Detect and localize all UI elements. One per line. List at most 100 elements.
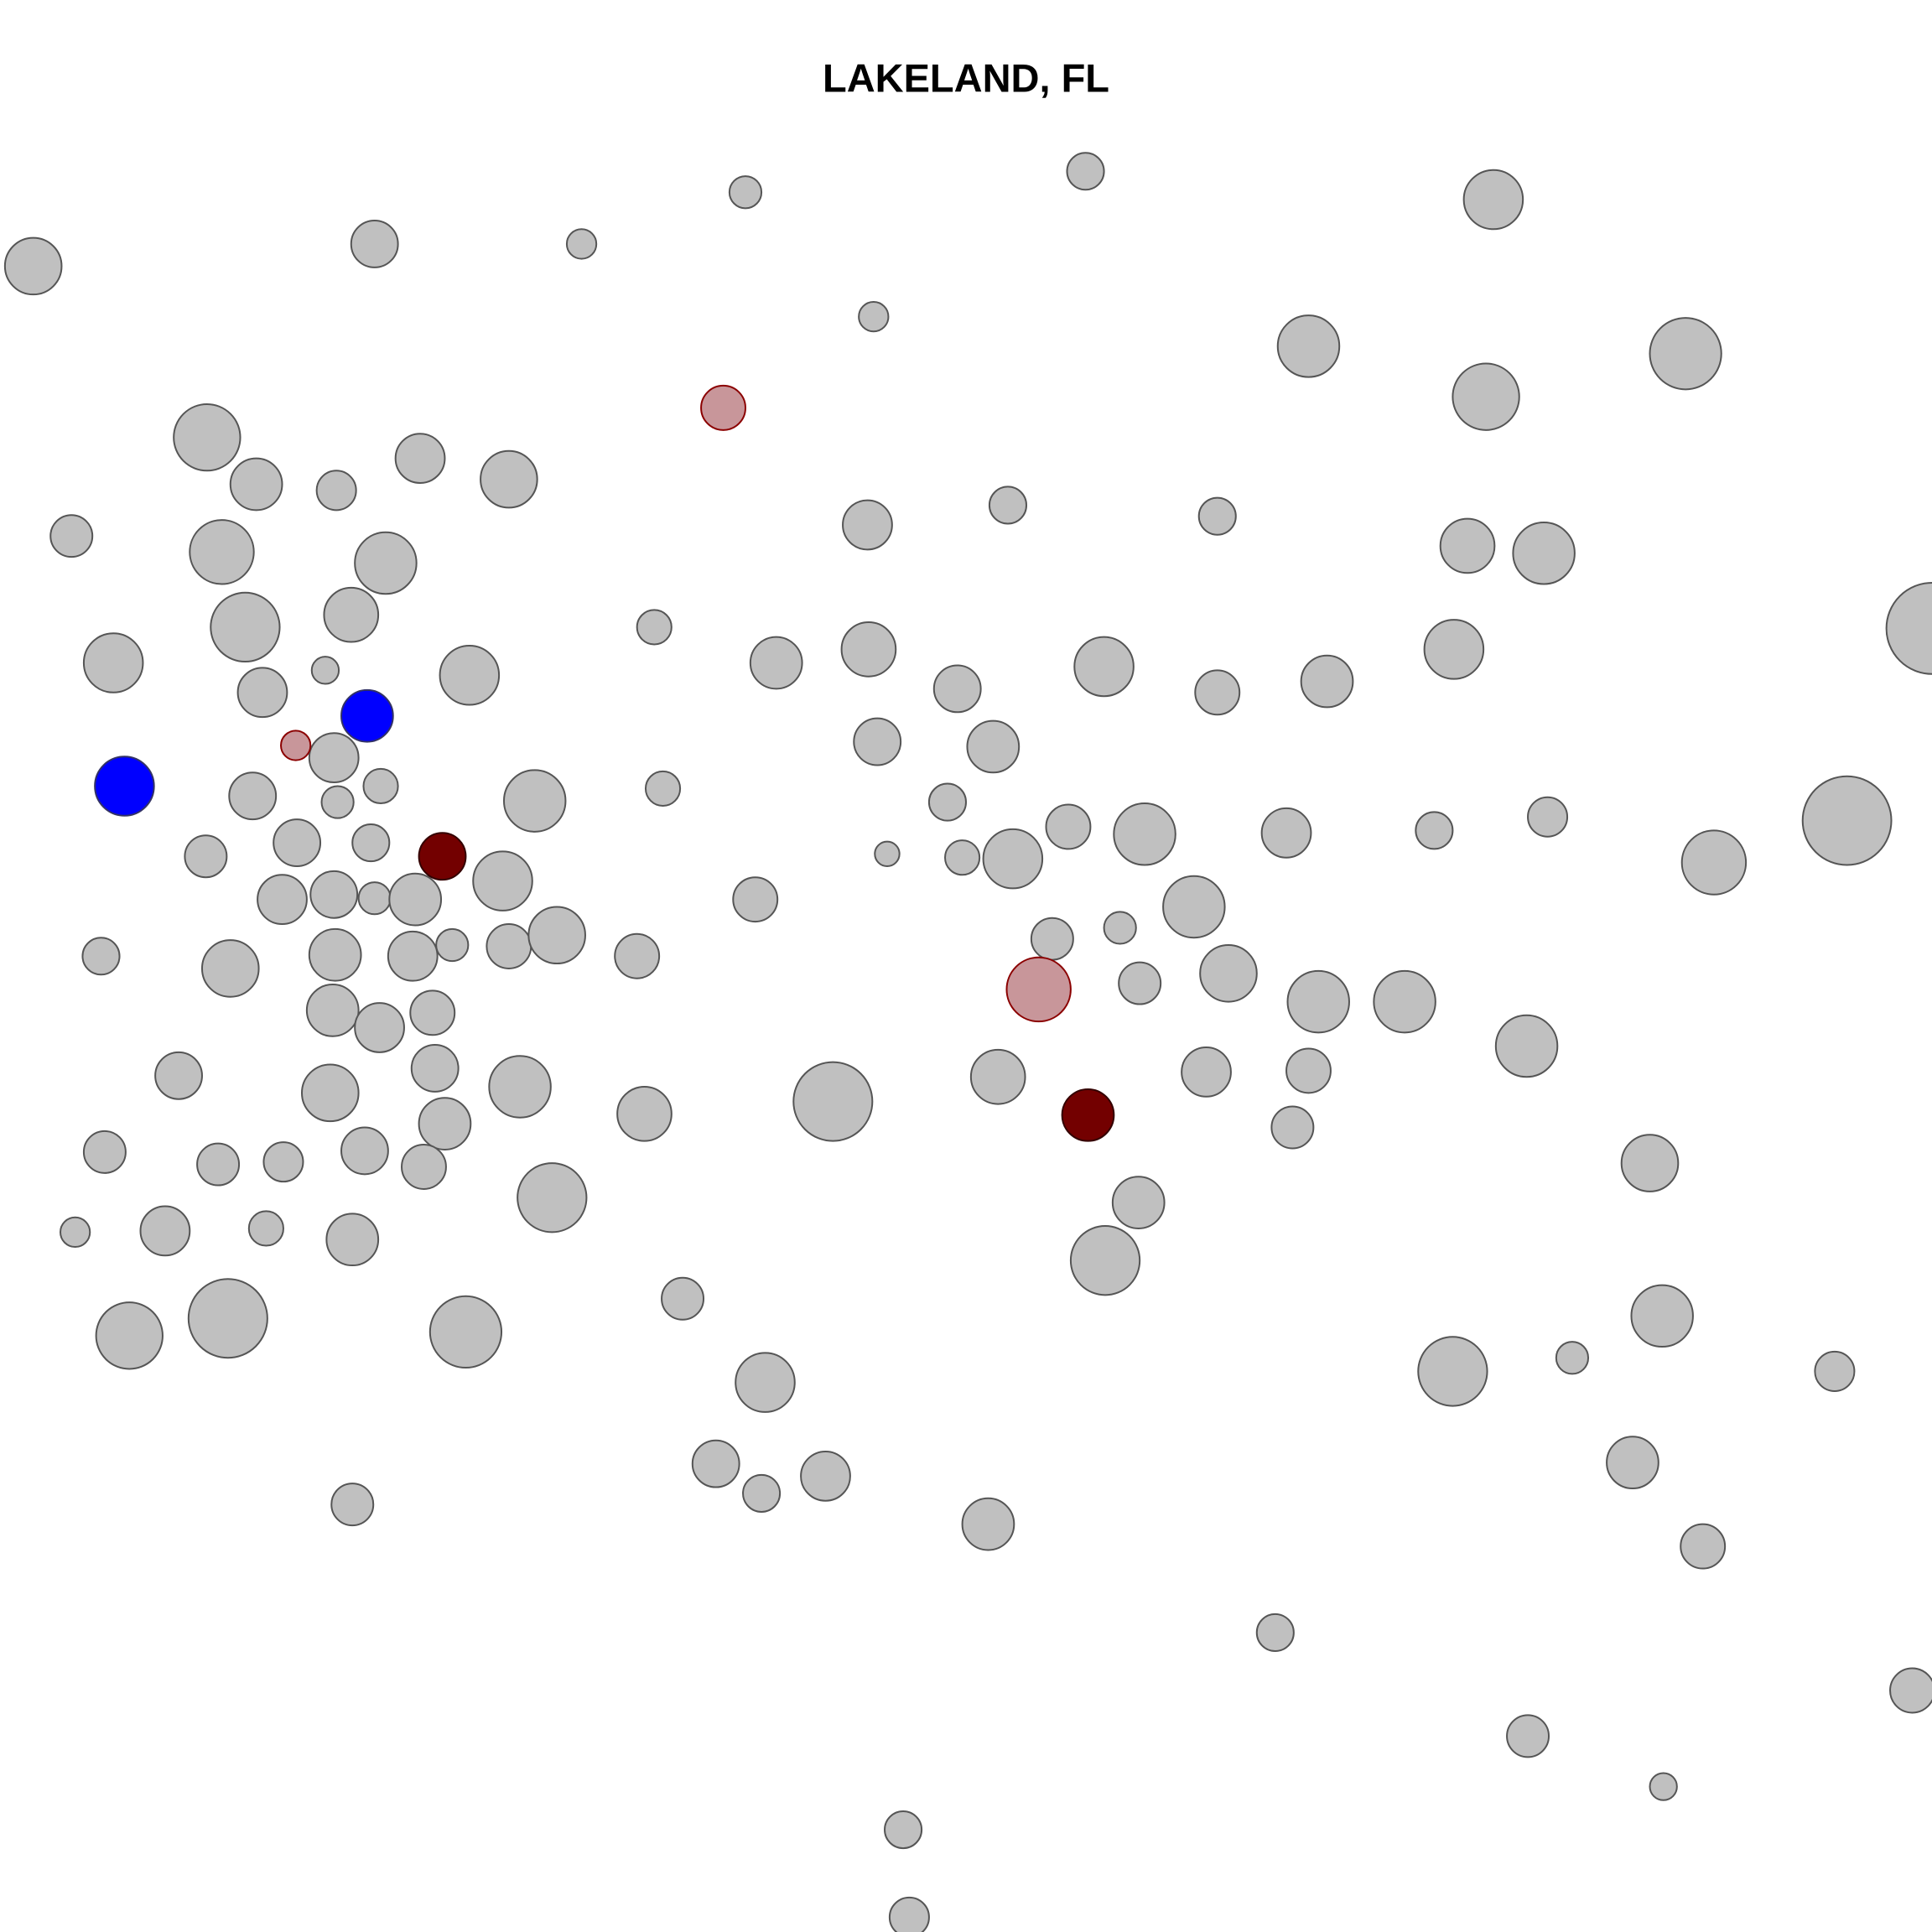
chart-title: LAKELAND, FL [823, 55, 1109, 100]
bubble [842, 499, 893, 551]
bubble [1270, 1105, 1315, 1150]
bubble [409, 989, 456, 1036]
bubble [320, 785, 355, 819]
bubble [1066, 152, 1105, 191]
bubble [1030, 917, 1074, 961]
bubble [362, 767, 399, 805]
bubble [858, 301, 890, 333]
bubble [1255, 1613, 1295, 1652]
bubble [418, 832, 467, 881]
bubble [661, 1276, 705, 1321]
bubble [1649, 1772, 1678, 1801]
bubble [1103, 911, 1137, 945]
bubble [410, 1044, 460, 1093]
bubble [1801, 775, 1893, 866]
bubble [340, 1126, 389, 1176]
bubble [305, 984, 360, 1037]
bubble [636, 609, 673, 646]
bubble [139, 1205, 191, 1257]
bubble [1061, 1088, 1115, 1142]
bubble [1415, 811, 1454, 850]
bubble [247, 1210, 284, 1247]
bubble [1194, 669, 1241, 716]
bubble [1113, 802, 1176, 866]
bubble [527, 906, 586, 965]
bubble [418, 1097, 472, 1150]
bubble [1885, 582, 1932, 675]
bubble [1162, 875, 1226, 939]
bubble [1606, 1436, 1659, 1490]
bubble [210, 591, 281, 663]
bubble [94, 756, 155, 817]
bubble [1506, 1714, 1550, 1758]
bubble [1199, 944, 1258, 1003]
bubble [735, 1352, 796, 1413]
bubble [1512, 522, 1576, 585]
bubble [1118, 961, 1162, 1005]
bubble [428, 1295, 503, 1369]
bubble [840, 621, 897, 678]
bubble [1423, 619, 1485, 680]
bubble [257, 874, 308, 926]
bubble [1620, 1134, 1680, 1192]
bubble [884, 1810, 923, 1850]
bubble [982, 828, 1044, 890]
bubble [1286, 969, 1350, 1034]
bubble [401, 1144, 447, 1190]
bubble [969, 1048, 1026, 1105]
bubble [1814, 1350, 1856, 1392]
bubble [196, 1142, 241, 1187]
bubble [565, 228, 598, 260]
bubble [1452, 362, 1520, 431]
bubble [309, 870, 359, 919]
bubble [1527, 796, 1569, 838]
bubble [1680, 1523, 1727, 1570]
bubble [927, 782, 968, 822]
bubble [853, 717, 902, 766]
bubble [310, 656, 340, 685]
bubble [301, 1063, 360, 1123]
bubble [394, 433, 446, 484]
bubble [1073, 636, 1135, 698]
bubble [3, 236, 63, 296]
bubble [616, 1086, 673, 1142]
bubble [354, 1002, 405, 1053]
bubble [229, 457, 283, 512]
bubble [732, 876, 779, 923]
bubble [1630, 1284, 1694, 1348]
bubble [387, 930, 439, 982]
bubble [1197, 496, 1237, 536]
bubble [874, 840, 901, 867]
bubble [644, 770, 682, 807]
bubble [200, 939, 260, 998]
bubble [472, 850, 533, 911]
bubble [888, 1896, 930, 1932]
bubble [961, 1497, 1015, 1551]
bubble [749, 636, 803, 690]
bubble [502, 769, 567, 833]
bubble [1373, 969, 1436, 1034]
bubble [187, 1278, 268, 1359]
bubble [350, 220, 399, 268]
bubble [800, 1450, 851, 1502]
bubble [1417, 1336, 1488, 1407]
bubble [82, 1130, 127, 1174]
bubble [1494, 1014, 1559, 1078]
bubble [354, 531, 418, 595]
bubble [308, 927, 362, 982]
bubble [228, 771, 278, 821]
bubble [1069, 1225, 1141, 1296]
bubble [488, 1055, 552, 1119]
bubble [1680, 829, 1748, 896]
bubble [792, 1061, 874, 1142]
bubble [357, 881, 392, 916]
bubble [439, 644, 501, 706]
bubble [1462, 169, 1524, 231]
bubble [81, 937, 121, 976]
bubble [988, 486, 1028, 525]
bubble [308, 732, 360, 784]
bubble [60, 1216, 91, 1249]
bubble [82, 632, 144, 693]
